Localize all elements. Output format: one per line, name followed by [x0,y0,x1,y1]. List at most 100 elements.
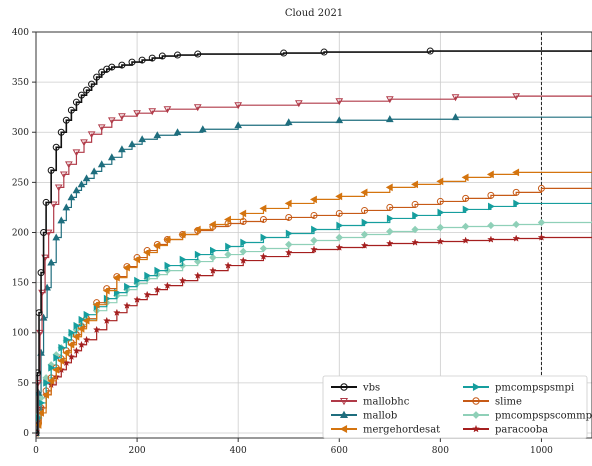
data-point [310,245,318,253]
data-point [260,233,268,242]
data-point [385,115,394,123]
data-point [360,241,369,249]
data-point [436,197,444,205]
data-point [386,214,394,223]
data-point [83,86,91,94]
data-point [259,215,267,223]
data-point [537,184,545,192]
data-point [461,236,470,244]
y-tick-label: 100 [12,329,29,339]
data-point [472,382,481,392]
data-point [158,52,166,60]
data-point [239,247,247,256]
legend-label: mergehordesat [363,425,440,436]
data-point [43,379,51,387]
data-point [436,237,445,245]
data-point [163,235,171,244]
data-point [178,276,187,284]
data-point [512,220,520,229]
data-point [284,199,292,208]
data-point [294,100,303,108]
data-point [49,201,58,209]
data-point [284,248,293,256]
data-point [487,235,495,243]
data-point [57,356,65,365]
y-tick-label: 350 [12,78,29,88]
data-point [83,310,91,319]
data-point [336,221,344,230]
data-point [148,108,157,116]
data-point [537,233,546,241]
legend-label: mallobhc [363,397,410,408]
data-point [82,335,91,344]
data-point [52,233,61,241]
data-point [65,161,73,169]
data-point [285,213,293,221]
data-point [174,51,182,59]
x-tick-label: 0 [33,446,39,456]
data-point [385,183,393,192]
data-point [36,369,42,377]
x-tick-label: 400 [230,446,247,456]
data-point [193,271,202,279]
data-point [487,221,495,230]
data-point [118,145,126,153]
data-point [118,61,126,69]
data-point [224,215,231,224]
series-line-mallob [36,116,592,434]
data-point [411,180,418,189]
data-point [311,225,319,234]
data-point [72,98,80,106]
data-point [335,209,343,217]
data-point [361,206,369,214]
data-point [123,301,131,309]
data-point [128,58,136,66]
data-point [411,225,419,234]
data-point [194,50,202,58]
data-point [436,223,445,232]
data-point [153,285,162,293]
data-point [47,166,55,174]
data-point [386,203,394,211]
data-point [340,383,348,391]
data-point [72,346,81,355]
data-point [385,96,394,104]
data-point [128,140,136,148]
data-point [360,230,369,239]
data-point [179,255,187,264]
x-tick-label: 200 [128,446,145,456]
data-point [335,98,344,106]
legend-label: mallob [363,411,397,422]
data-point [234,102,243,110]
data-point [77,340,86,349]
y-tick-label: 150 [12,279,29,289]
data-point [53,353,61,362]
data-point [178,230,186,239]
data-point [133,255,140,264]
legend: vbs mallobhc mallob mergehordesat pmcompspsm… [322,375,592,439]
data-point [37,409,44,417]
data-point [59,171,68,179]
data-point [194,250,202,259]
data-point [67,340,75,349]
data-point [80,139,88,147]
data-point [57,128,65,136]
legend-label: paracooba [495,425,548,436]
data-point [411,200,419,208]
y-tick-label: 200 [12,228,29,238]
data-point [47,258,56,266]
data-point [173,128,182,136]
data-point [386,227,394,236]
series-layer [36,47,592,438]
data-point [148,54,156,62]
series-mallobhc [36,93,592,438]
data-point [339,424,348,434]
data-point [320,48,328,56]
data-point [92,325,101,333]
data-point [54,184,63,192]
data-point [472,397,480,405]
data-point [436,177,444,186]
data-point [512,93,521,101]
data-point [462,194,470,202]
data-point [42,391,50,399]
